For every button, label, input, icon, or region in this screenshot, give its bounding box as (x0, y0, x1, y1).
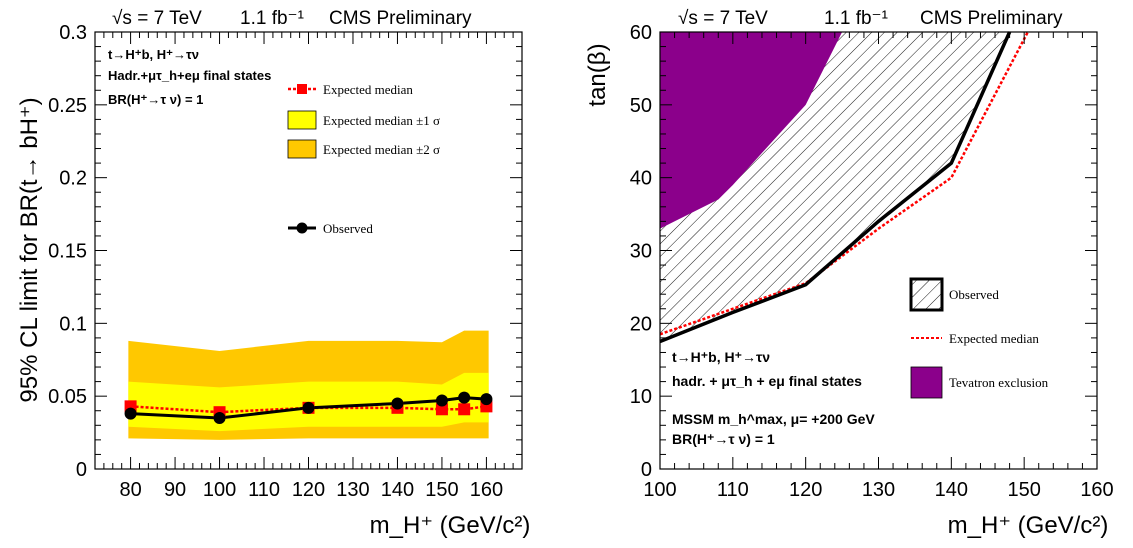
left-ytick-label: 0.3 (59, 22, 87, 44)
right-header-energy: √s = 7 TeV (678, 8, 768, 29)
left-xtick-label: 130 (336, 479, 369, 501)
legend-observed-marker (296, 222, 308, 234)
legend-observed-swatch (909, 277, 944, 312)
left-xlabel: m_H⁺ (GeV/c²) (370, 512, 531, 539)
left-xtick-label: 90 (164, 479, 186, 501)
observed-marker (458, 391, 471, 404)
right-ytick-label: 50 (630, 95, 652, 117)
observed-line-right (659, 31, 1012, 344)
left-xtick-label: 140 (381, 479, 414, 501)
right-header-label: CMS Preliminary (920, 8, 1063, 29)
right-panel: 100 110 120 130 140 150 160 0 10 20 30 40 50 60 √s = … (584, 8, 1114, 539)
left-xtick-label: 80 (119, 479, 141, 501)
right-ytick-label: 0 (641, 459, 652, 481)
left-ytick-label: 0.15 (48, 241, 87, 263)
observed-marker (391, 397, 404, 410)
expected-median-marker (458, 403, 471, 416)
tevatron-exclusion-area (660, 32, 843, 229)
right-lines (659, 31, 1029, 344)
right-ytick-label: 10 (630, 386, 652, 408)
left-panel: 80 90 100 110 120 130 140 150 160 0 0.05 0.1 0.15 0.2… (16, 8, 530, 539)
right-xtick-label: 130 (862, 479, 895, 501)
left-ytick-label: 0.1 (59, 313, 87, 335)
left-header-energy: √s = 7 TeV (112, 8, 202, 29)
observed-marker (435, 394, 448, 407)
right-xtick-label: 160 (1080, 479, 1113, 501)
right-annotation-4: BR(H⁺→τ ν) = 1 (672, 431, 775, 447)
left-bands (128, 330, 489, 440)
legend-observed-label-right: Observed (949, 287, 999, 302)
legend-expected-label: Expected median (323, 82, 413, 97)
left-annotation-3: BR(H⁺→τ ν) = 1 (108, 92, 203, 107)
left-axes: 80 90 100 110 120 130 140 150 160 0 0.05 0.1 0.15 0.2… (48, 22, 523, 501)
observed-marker (124, 407, 137, 420)
legend-expected-label-right: Expected median (949, 331, 1039, 346)
right-ylabel: tan(β) (584, 43, 611, 106)
legend-2sigma-swatch (287, 139, 317, 159)
right-ytick-label: 30 (630, 241, 652, 263)
left-header-label: CMS Preliminary (329, 8, 472, 29)
left-xtick-label: 110 (248, 479, 280, 501)
legend-expected-marker (297, 84, 307, 94)
left-annotation-2: Hadr.+μτ_h+eμ final states (108, 68, 271, 83)
expected-median-marker (435, 403, 448, 416)
left-xtick-label: 150 (425, 479, 458, 501)
left-annotation-1: t→H⁺b, H⁺→τν (108, 47, 199, 62)
legend-2sigma-label: Expected median ±2 σ (323, 142, 440, 157)
right-xtick-label: 110 (717, 479, 749, 501)
left-ytick-label: 0.2 (59, 168, 87, 190)
expected-median-line-right (659, 31, 1029, 336)
right-ytick-label: 40 (630, 168, 652, 190)
left-ylabel: 95% CL limit for BR(t→ bH⁺) (16, 97, 43, 402)
observed-marker (302, 401, 315, 414)
legend-1sigma-swatch (287, 110, 317, 130)
right-ytick-label: 60 (630, 22, 652, 44)
right-xtick-label: 120 (789, 479, 822, 501)
legend-tevatron-swatch (910, 366, 943, 399)
observed-marker (480, 393, 493, 406)
left-xtick-label: 160 (470, 479, 503, 501)
right-legend: Observed Expected median Tevatron exclus… (909, 277, 1049, 399)
right-header-lumi: 1.1 fb⁻¹ (824, 8, 888, 29)
left-header-lumi: 1.1 fb⁻¹ (240, 8, 304, 29)
right-ytick-label: 20 (630, 313, 652, 335)
left-xtick-label: 100 (203, 479, 236, 501)
left-xtick-label: 120 (292, 479, 325, 501)
left-ytick-label: 0.25 (48, 95, 87, 117)
legend-1sigma-label: Expected median ±1 σ (323, 113, 440, 128)
observed-marker (213, 412, 226, 425)
left-ytick-label: 0 (76, 459, 87, 481)
right-xtick-label: 100 (643, 479, 676, 501)
legend-observed-label: Observed (323, 221, 373, 236)
right-xtick-label: 150 (1007, 479, 1040, 501)
right-annotation-2: hadr. + μτ_h + eμ final states (672, 373, 862, 389)
right-areas (660, 32, 1010, 342)
right-annotation-3: MSSM m_h^max, μ= +200 GeV (672, 411, 875, 427)
right-axes: 100 110 120 130 140 150 160 0 10 20 30 40 50 60 (630, 22, 1114, 501)
legend-tevatron-label: Tevatron exclusion (949, 375, 1049, 390)
left-legend: Observed Expected median Expected median… (287, 82, 440, 236)
right-xtick-label: 140 (935, 479, 968, 501)
right-annotation-1: t→H⁺b, H⁺→τν (672, 349, 770, 365)
right-xlabel: m_H⁺ (GeV/c²) (948, 512, 1109, 539)
left-ytick-label: 0.05 (48, 386, 87, 408)
left-markers (124, 391, 493, 425)
